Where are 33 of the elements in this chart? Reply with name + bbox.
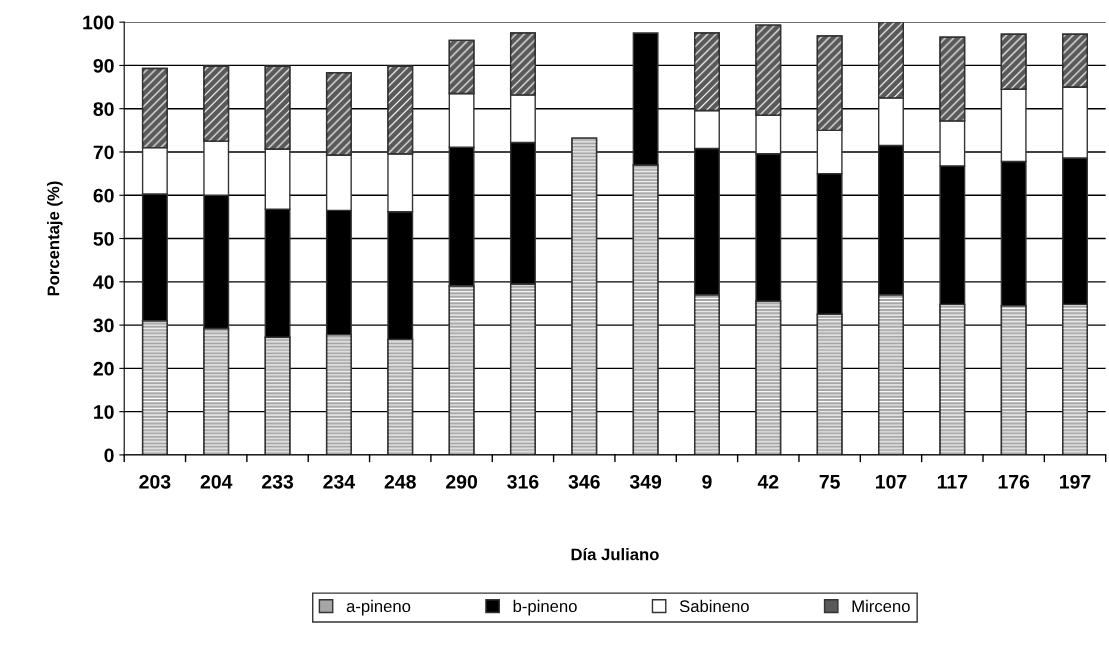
y-tick-label: 60 <box>93 188 114 203</box>
x-tick-label: 203 <box>139 474 171 489</box>
y-tick-label: 50 <box>93 232 114 246</box>
x-tick-label: 9 <box>702 474 712 489</box>
x-tick-label: 75 <box>819 475 840 489</box>
x-tick-label: 176 <box>998 474 1030 489</box>
x-tick-label: 42 <box>757 474 779 489</box>
x-tick-label: 290 <box>446 474 478 489</box>
y-tick-label: 10 <box>94 405 114 419</box>
x-tick-label: 248 <box>384 474 416 489</box>
y-tick-label: 0 <box>104 448 114 463</box>
y-tick-label: 80 <box>93 102 114 116</box>
legend-label: Sabineno <box>679 599 749 613</box>
y-tick-label: 30 <box>93 318 114 333</box>
legend-label: b-pineno <box>513 599 577 616</box>
x-tick-label: 346 <box>568 474 600 489</box>
x-tick-label: 233 <box>262 474 294 489</box>
legend-label: a-pineno <box>346 599 411 616</box>
y-tick-label: 20 <box>93 361 114 376</box>
x-axis-title: Día Juliano <box>571 547 659 561</box>
legend-label: Mirceno <box>852 599 910 613</box>
x-tick-label: 316 <box>507 474 539 489</box>
x-tick-label: 117 <box>937 475 968 489</box>
y-tick-label: 90 <box>93 58 114 73</box>
x-tick-label: 197 <box>1060 474 1091 489</box>
x-tick-label: 107 <box>875 474 907 489</box>
y-tick-label: 40 <box>93 275 114 290</box>
y-axis-title: Porcentaje (%) <box>47 181 63 296</box>
x-tick-label: 234 <box>323 474 356 489</box>
x-tick-label: 204 <box>200 474 233 489</box>
y-tick-label: 100 <box>83 15 114 30</box>
x-tick-label: 349 <box>629 474 662 489</box>
y-tick-label: 70 <box>93 145 114 160</box>
